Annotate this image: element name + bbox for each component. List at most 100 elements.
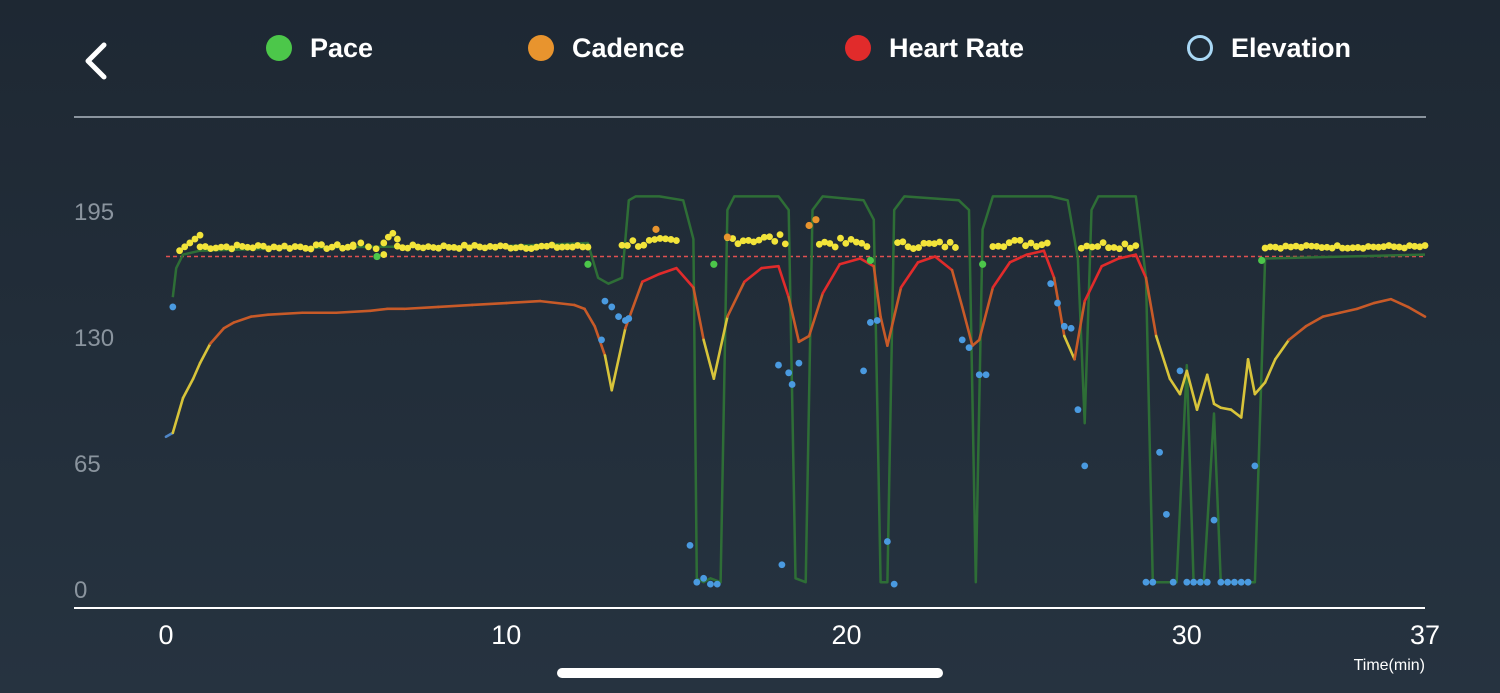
cadence-point <box>1277 244 1284 252</box>
heart-rate-line-segment <box>1338 307 1359 315</box>
heart-rate-line-segment <box>991 261 1012 289</box>
cadence-point <box>760 233 768 241</box>
cadence-point <box>1000 243 1008 251</box>
back-button[interactable] <box>68 30 124 86</box>
cadence-point <box>930 240 938 248</box>
heart-rate-line-segment <box>1219 406 1233 411</box>
cadence-point <box>994 242 1002 250</box>
cadence-point <box>563 243 571 251</box>
x-tick-label: 37 <box>1410 620 1440 650</box>
cadence-point <box>333 241 341 249</box>
heart-rate-line-segment <box>436 303 474 309</box>
cadence-point <box>629 237 637 244</box>
cadence-point <box>291 243 299 250</box>
cadence-point <box>1359 244 1367 252</box>
cadence-highlight-point <box>812 216 820 224</box>
cadence-point <box>739 237 747 245</box>
elevation-point <box>1183 578 1191 586</box>
cadence-point <box>1416 243 1424 251</box>
cadence-point <box>1421 242 1429 249</box>
heart-rate-line-segment <box>504 299 542 305</box>
cadence-point <box>512 244 520 252</box>
cadence-point <box>522 245 530 252</box>
cadence-point <box>1282 242 1290 250</box>
heart-rate-line-segment <box>249 313 270 318</box>
cadence-point <box>471 241 479 249</box>
heart-rate-line-segment <box>1063 334 1076 361</box>
pace-line <box>171 195 1426 584</box>
cadence-point <box>275 244 283 252</box>
cadence-point <box>548 241 556 249</box>
x-tick-label: 10 <box>491 620 521 650</box>
elevation-point <box>693 578 701 586</box>
heart-rate-line-segment <box>191 361 202 380</box>
heart-rate-line-segment <box>402 305 440 311</box>
heart-rate-line-segment <box>368 307 389 313</box>
cadence-point <box>176 247 184 255</box>
cadence-point <box>1308 242 1315 250</box>
heart-rate-line-segment <box>777 264 790 299</box>
cadence-point <box>952 244 959 251</box>
heart-rate-line-segment <box>879 315 889 347</box>
cadence-point <box>936 238 944 246</box>
cadence-point <box>624 242 631 249</box>
heart-rate-line-segment <box>1273 338 1291 361</box>
heart-rate-line-segment <box>1304 315 1325 328</box>
heart-rate-line-segment <box>916 255 937 264</box>
elevation-point <box>873 317 881 324</box>
elevation-point <box>965 344 973 352</box>
cadence-point <box>318 241 325 249</box>
cadence-point <box>424 243 432 251</box>
legend-item-cadence[interactable]: Cadence <box>528 28 685 68</box>
heart-rate-line-segment <box>712 315 729 380</box>
cadence-point <box>212 244 220 252</box>
legend-label-pace: Pace <box>310 32 374 63</box>
heart-rate-line-segment <box>1239 357 1250 419</box>
elevation-point <box>1067 324 1075 332</box>
elevation-point <box>1224 578 1232 586</box>
heart-rate-line-segment <box>797 334 811 344</box>
elevation-point <box>700 574 708 582</box>
cadence-point <box>186 239 194 247</box>
elevation-point <box>1081 462 1089 470</box>
legend-item-elevation[interactable]: Elevation <box>1187 28 1351 68</box>
cadence-point <box>1333 242 1341 250</box>
cadence-point <box>1016 236 1024 244</box>
cadence-point <box>323 245 331 252</box>
elevation-point <box>788 381 796 388</box>
cadence-point <box>328 243 336 251</box>
elevation-point <box>707 580 714 588</box>
elevation-point <box>1197 578 1204 586</box>
cadence-point <box>527 245 535 252</box>
heart-rate-line-segment <box>181 377 195 400</box>
elevation-point <box>883 538 891 545</box>
cadence-point <box>1390 243 1398 251</box>
elevation-point <box>860 367 867 375</box>
elevation-legend-dot <box>1187 35 1213 61</box>
heart-rate-line-segment <box>1229 408 1243 419</box>
cadence-point <box>745 237 752 244</box>
legend-item-pace[interactable]: Pace <box>266 28 373 68</box>
heart-rate-line-segment <box>675 266 695 289</box>
cadence-point <box>339 244 346 252</box>
x-tick-label: 30 <box>1172 620 1202 650</box>
heart-rate-line-segment <box>1321 311 1342 318</box>
cadence-point <box>781 240 789 248</box>
cadence-point <box>640 241 648 249</box>
heart-rate-line-segment <box>334 309 372 315</box>
cadence-point <box>1318 244 1326 251</box>
top-divider <box>74 116 1426 118</box>
heart-rate-line-segment <box>760 264 780 270</box>
cadence-point <box>502 242 509 250</box>
cadence-point <box>863 243 871 250</box>
legend-item-heart-rate[interactable]: Heart Rate <box>845 28 1024 68</box>
cadence-point <box>270 243 278 251</box>
heart-rate-line-segment <box>1253 381 1267 396</box>
cadence-point <box>1370 243 1377 251</box>
cadence-point <box>265 245 273 253</box>
cadence-point <box>750 238 758 246</box>
cadence-point <box>558 243 566 251</box>
heart-rate-line-segment <box>971 338 981 347</box>
cadence-point <box>569 243 576 251</box>
elevation-point <box>1047 280 1055 288</box>
